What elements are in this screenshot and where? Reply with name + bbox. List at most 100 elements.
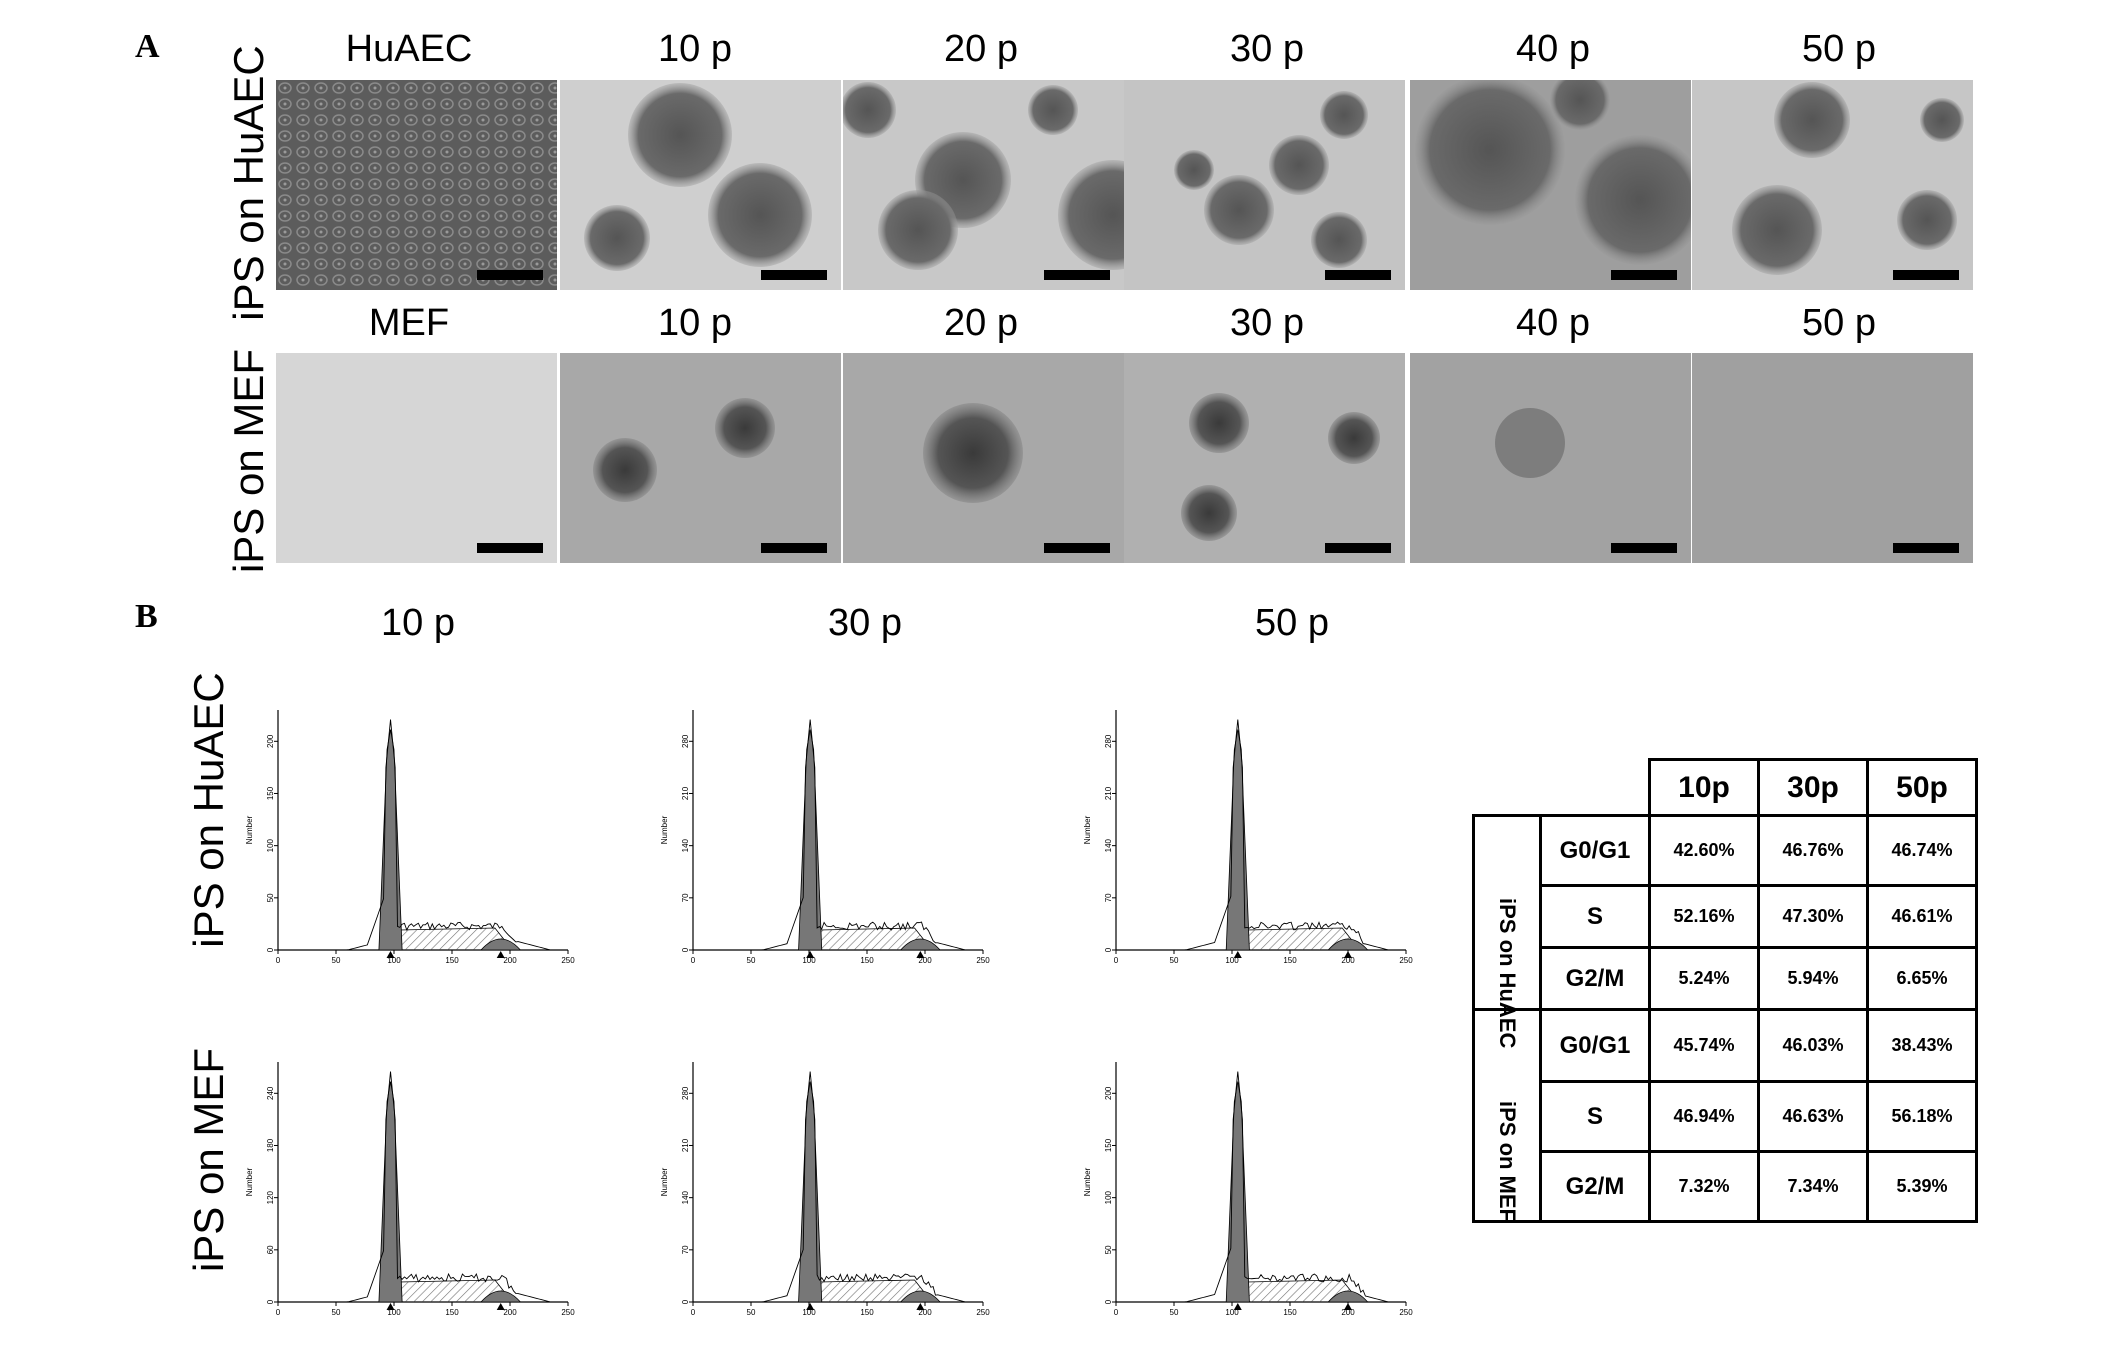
peak-marker-icon — [806, 951, 815, 958]
col-label-b-30p: 30 p — [828, 602, 902, 644]
y-tick-label: 140 — [681, 1190, 690, 1204]
scale-bar — [477, 543, 543, 553]
y-axis-label: Number — [660, 1167, 669, 1196]
histogram-svg: 050100150200250050100150200Channels (PE-… — [245, 710, 575, 975]
peak-marker-icon — [386, 1303, 395, 1310]
x-tick-label: 150 — [445, 956, 459, 965]
scale-bar — [761, 270, 827, 280]
peak-marker-icon — [916, 1303, 925, 1310]
y-tick-label: 0 — [1104, 947, 1113, 952]
table-cell: 46.76% — [1757, 814, 1869, 887]
table-cell: 46.74% — [1866, 814, 1978, 887]
histogram-huaec-10p: 050100150200250050100150200Channels (PE-… — [240, 665, 580, 975]
x-tick-label: 50 — [1170, 1308, 1179, 1317]
y-tick-label: 0 — [266, 947, 275, 952]
peak-marker-icon — [386, 951, 395, 958]
y-tick-label: 50 — [1104, 1245, 1113, 1254]
histogram-mef-50p: 050100150200250050100150200Channels (PE-… — [1078, 1017, 1418, 1327]
table-phase: G0/G1 — [1539, 814, 1651, 887]
y-tick-label: 0 — [681, 1299, 690, 1304]
y-tick-label: 0 — [681, 947, 690, 952]
micrograph-mef-30p — [1124, 353, 1405, 563]
y-tick-label: 280 — [681, 1086, 690, 1100]
histogram-outline — [330, 719, 551, 951]
col-label-a1-40p: 40 p — [1516, 28, 1590, 70]
y-axis-label: Number — [660, 815, 669, 844]
x-tick-label: 250 — [1399, 1308, 1413, 1317]
x-tick-label: 100 — [802, 956, 816, 965]
g2m-peak — [1327, 938, 1369, 951]
histogram-outline — [330, 1071, 551, 1303]
y-tick-label: 60 — [266, 1245, 275, 1254]
table-cell: 56.18% — [1866, 1080, 1978, 1153]
x-tick-label: 150 — [860, 1308, 874, 1317]
y-tick-label: 140 — [1104, 838, 1113, 852]
micrograph-mef-20p — [843, 353, 1124, 563]
x-tick-label: 200 — [918, 956, 932, 965]
histogram-outline — [1168, 1071, 1389, 1303]
x-tick-label: 100 — [387, 956, 401, 965]
cell-cycle-table: 10p 30p 50p iPS on HuAEC G0/G1 42.60% 46… — [1472, 758, 1978, 1223]
x-tick-label: 0 — [691, 956, 696, 965]
g0g1-peak — [1225, 1081, 1250, 1303]
panel-b-letter: B — [135, 598, 158, 635]
micrograph-huaec — [276, 80, 557, 290]
x-tick-label: 100 — [802, 1308, 816, 1317]
table-cell: 47.30% — [1757, 884, 1869, 949]
g2m-peak — [480, 1290, 522, 1303]
table-phase: S — [1539, 884, 1651, 949]
peak-marker-icon — [1344, 1303, 1352, 1310]
scale-bar — [1893, 543, 1959, 553]
table-phase: G2/M — [1539, 1150, 1651, 1223]
y-tick-label: 150 — [266, 786, 275, 800]
table-cell: 46.03% — [1757, 1008, 1869, 1083]
x-tick-label: 0 — [276, 956, 281, 965]
scale-bar — [1325, 270, 1391, 280]
y-tick-label: 280 — [1104, 734, 1113, 748]
x-tick-label: 200 — [503, 1308, 517, 1317]
micrograph-huaec-40p — [1410, 80, 1691, 290]
table-header: 10p — [1648, 758, 1760, 817]
histogram-outline — [1168, 719, 1389, 951]
x-tick-label: 200 — [918, 1308, 932, 1317]
scale-bar — [1893, 270, 1959, 280]
y-tick-label: 200 — [1104, 1086, 1113, 1100]
scale-bar — [1044, 270, 1110, 280]
col-label-a1-10p: 10 p — [658, 28, 732, 70]
x-tick-label: 100 — [1225, 1308, 1239, 1317]
table-header: 50p — [1866, 758, 1978, 817]
x-tick-label: 50 — [332, 956, 341, 965]
y-tick-label: 70 — [681, 1245, 690, 1254]
col-label-a2-30p: 30 p — [1230, 302, 1304, 344]
y-tick-label: 100 — [266, 838, 275, 852]
x-tick-label: 250 — [1399, 956, 1413, 965]
y-axis-label: Number — [245, 1167, 254, 1196]
x-tick-label: 250 — [561, 1308, 575, 1317]
g0g1-peak — [1225, 729, 1250, 951]
histogram-svg: 050100150200250070140210280Channels (PE-… — [660, 710, 990, 975]
g2m-peak — [899, 1290, 941, 1303]
table-cell: 46.94% — [1648, 1080, 1760, 1153]
table-corner — [1473, 759, 1651, 817]
col-label-huaec: HuAEC — [345, 28, 473, 70]
peak-marker-icon — [916, 951, 925, 958]
y-tick-label: 50 — [266, 893, 275, 902]
peak-marker-icon — [496, 951, 505, 958]
histogram-outline — [745, 1071, 966, 1303]
x-tick-label: 100 — [1225, 956, 1239, 965]
micrograph-huaec-50p — [1692, 80, 1973, 290]
col-label-b-10p: 10 p — [381, 602, 455, 644]
y-tick-label: 200 — [266, 734, 275, 748]
table-cell: 7.32% — [1648, 1150, 1760, 1223]
g0g1-peak — [378, 729, 403, 951]
y-tick-label: 150 — [1104, 1138, 1113, 1152]
x-tick-label: 0 — [691, 1308, 696, 1317]
col-label-a1-50p: 50 p — [1802, 28, 1876, 70]
table-cell: 38.43% — [1866, 1008, 1978, 1083]
x-tick-label: 0 — [1114, 956, 1119, 965]
y-tick-label: 210 — [681, 1138, 690, 1152]
x-tick-label: 150 — [860, 956, 874, 965]
y-tick-label: 70 — [1104, 893, 1113, 902]
peak-marker-icon — [1233, 951, 1242, 958]
scale-bar — [477, 270, 543, 280]
